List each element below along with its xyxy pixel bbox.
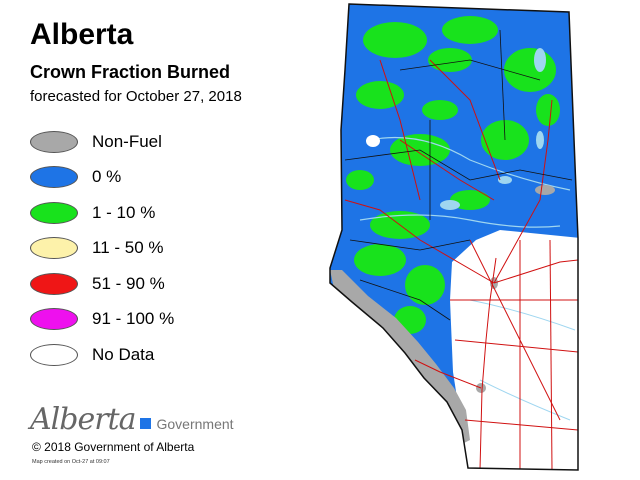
legend-item-non-fuel: Non-Fuel — [30, 124, 174, 160]
map-title: Crown Fraction Burned — [30, 62, 231, 82]
alberta-logo: Alberta Government — [30, 402, 234, 437]
admin-boundaries — [344, 29, 573, 321]
legend-swatch-no-data — [30, 343, 78, 366]
province-title: Alberta — [30, 18, 134, 51]
legend-swatch-non-fuel — [30, 130, 78, 153]
legend-swatch-11-50 — [30, 237, 78, 260]
roads — [344, 59, 578, 470]
legend-label-0: 0 % — [92, 167, 122, 187]
legend-swatch-91-100 — [30, 308, 78, 331]
no-data-spot — [366, 135, 380, 147]
legend: Non-Fuel 0 % 1 - 10 % 11 - 50 % 51 - 90 … — [30, 124, 174, 373]
legend-item-no-data: No Data — [30, 337, 174, 373]
logo-square-icon — [139, 418, 151, 429]
copyright: © 2018 Government of Alberta — [32, 440, 195, 454]
legend-label-1-10: 1 - 10 % — [92, 202, 156, 222]
alberta-map — [329, 3, 579, 471]
legend-label-no-data: No Data — [92, 344, 155, 364]
lakes — [359, 48, 576, 421]
legend-swatch-0 — [30, 166, 78, 189]
legend-label-non-fuel: Non-Fuel — [92, 131, 162, 151]
map-created-note: Map created on Oct-27 at 09:07 — [32, 459, 110, 465]
urban-fort-mcmurray — [535, 185, 555, 195]
no-data-zone — [450, 230, 578, 470]
legend-swatch-51-90 — [30, 272, 78, 295]
legend-item-11-50: 11 - 50 % — [30, 231, 174, 267]
legend-item-91-100: 91 - 100 % — [30, 302, 174, 338]
legend-item-51-90: 51 - 90 % — [30, 266, 174, 302]
legend-item-0: 0 % — [30, 160, 174, 196]
province-border — [329, 3, 579, 471]
legend-label-51-90: 51 - 90 % — [92, 273, 165, 293]
legend-swatch-1-10 — [30, 201, 78, 224]
legend-label-91-100: 91 - 100 % — [92, 309, 175, 329]
logo-government: Government — [156, 416, 234, 432]
legend-item-1-10: 1 - 10 % — [30, 195, 174, 231]
logo-script: Alberta — [30, 402, 136, 437]
forecast-date: forecasted for October 27, 2018 — [30, 88, 242, 105]
legend-label-11-50: 11 - 50 % — [92, 238, 164, 258]
